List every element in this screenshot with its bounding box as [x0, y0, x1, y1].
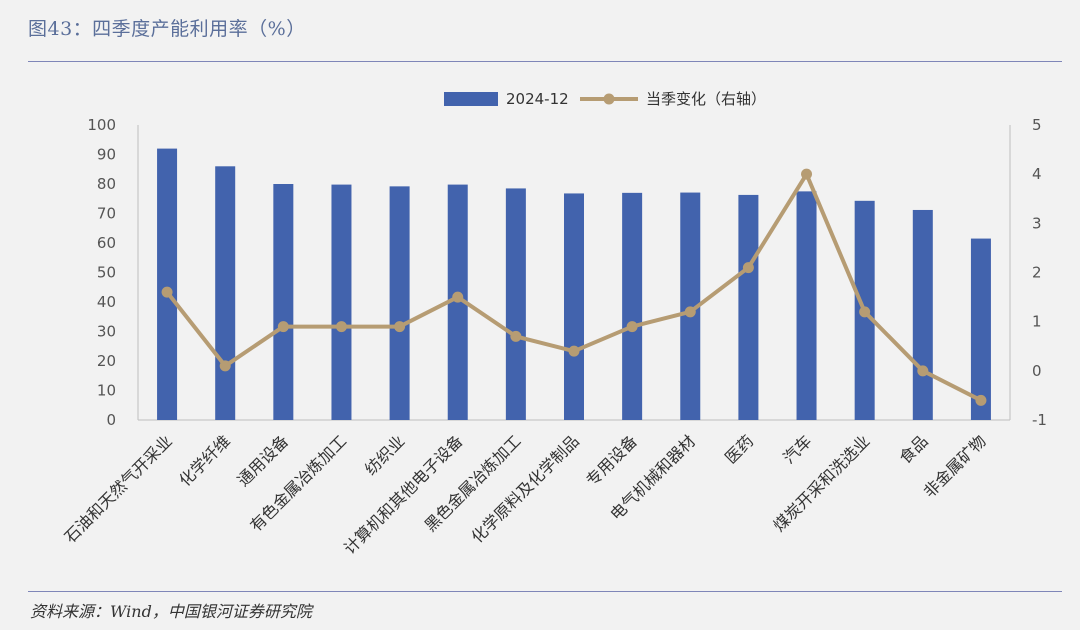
bar [970, 238, 991, 420]
bar [564, 193, 584, 420]
line-point [801, 168, 813, 180]
y-right-tick-label: 3 [1032, 214, 1042, 232]
line-point [510, 330, 522, 342]
line-point [859, 306, 871, 318]
legend-line-label: 当季变化（右轴） [646, 90, 766, 108]
category-label: 纺织业 [361, 431, 408, 478]
legend-bar-label: 2024-12 [506, 90, 569, 108]
line-point [975, 394, 987, 406]
line-point [452, 291, 464, 303]
line-point [335, 321, 347, 333]
bar [331, 184, 352, 420]
category-label: 非金属矿物 [920, 431, 990, 501]
category-label: 医药 [721, 431, 757, 467]
bar [796, 191, 817, 420]
bottom-divider [28, 591, 1062, 592]
bar [622, 192, 643, 420]
line-point [219, 360, 231, 372]
y-right-tick-label: 1 [1032, 313, 1042, 331]
y-left-tick-label: 20 [97, 352, 116, 370]
bar [738, 194, 759, 420]
line-point [568, 345, 580, 357]
category-label: 化学纤维 [175, 431, 234, 490]
bar [912, 209, 933, 420]
y-left-tick-label: 80 [97, 175, 116, 193]
line-point [394, 321, 406, 333]
category-label: 通用设备 [233, 431, 292, 490]
bar [389, 186, 410, 420]
y-right-tick-label: 4 [1032, 165, 1042, 183]
y-left-tick-label: 60 [97, 234, 116, 252]
y-left-tick-label: 10 [97, 382, 116, 400]
y-left-tick-label: 100 [87, 116, 116, 134]
bar [215, 166, 236, 420]
y-right-tick-label: 2 [1032, 264, 1042, 282]
line-point [277, 321, 289, 333]
category-label: 汽车 [779, 431, 815, 467]
chart-title: 图43：四季度产能利用率（%） [28, 18, 306, 40]
y-left-tick-label: 0 [106, 411, 116, 429]
category-label: 石油和天然气开采业 [61, 431, 176, 546]
y-right-tick-label: -1 [1032, 411, 1047, 429]
bar [505, 188, 526, 420]
line-point [626, 321, 638, 333]
combo-chart: 0102030405060708090100-1012345石油和天然气开采业化… [61, 90, 1047, 558]
line-point [684, 306, 696, 318]
category-label: 化学原料及化学制品 [468, 431, 583, 546]
y-left-tick-label: 70 [97, 205, 116, 223]
bar [157, 148, 178, 420]
legend-bar-swatch [444, 92, 498, 106]
category-label: 食品 [896, 431, 932, 467]
line-point [917, 365, 929, 377]
bar [680, 192, 701, 420]
y-right-tick-label: 0 [1032, 362, 1042, 380]
line-point [742, 262, 754, 274]
y-left-tick-label: 90 [97, 146, 116, 164]
category-label: 专用设备 [582, 431, 641, 490]
line-point [161, 286, 173, 298]
y-left-tick-label: 30 [97, 323, 116, 341]
y-left-tick-label: 50 [97, 264, 116, 282]
top-divider [28, 61, 1062, 62]
bar [273, 184, 294, 420]
legend-line-marker [603, 93, 615, 105]
y-right-tick-label: 5 [1032, 116, 1042, 134]
y-left-tick-label: 40 [97, 293, 116, 311]
source-note: 资料来源：Wind，中国银河证券研究院 [30, 602, 312, 621]
